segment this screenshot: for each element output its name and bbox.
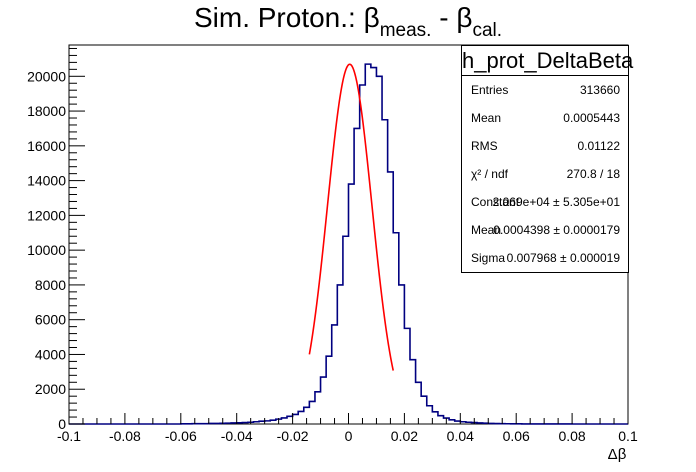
x-tick-label: 0: [345, 428, 353, 444]
x-axis-label: Δβ: [608, 446, 627, 463]
stats-value: 0.0004398 ± 0.0000179: [493, 223, 620, 237]
stats-row: Mean 0.0004398 ± 0.0000179: [462, 216, 628, 244]
stats-row: Entries 313660: [462, 76, 628, 104]
y-tick-label: 20000: [27, 68, 66, 84]
chart-title: Sim. Proton.: βmeas. - βcal.: [0, 0, 696, 44]
gauss-fit-line: [308, 63, 395, 371]
stats-row: Mean 0.0005443: [462, 104, 628, 132]
y-tick-label: 0: [58, 416, 66, 432]
title-sub-1: meas.: [379, 20, 432, 41]
y-tick-label: 2000: [35, 381, 66, 397]
stats-box: h_prot_DeltaBeta Entries 313660 Mean 0.000…: [461, 45, 633, 273]
x-tick-label: 0.02: [391, 428, 418, 444]
x-tick-label: 0.1: [618, 428, 638, 444]
stats-value: 270.8 / 18: [566, 167, 620, 181]
y-tick-label: 18000: [27, 103, 66, 119]
stats-value: 0.0005443: [563, 111, 620, 125]
y-tick-label: 12000: [27, 207, 66, 223]
y-tick-label: 8000: [35, 277, 66, 293]
x-tick-label: -0.08: [109, 428, 141, 444]
x-tick-label: -0.1: [57, 428, 81, 444]
title-text: Sim. Proton.:: [193, 2, 364, 33]
y-tick-label: 10000: [27, 242, 66, 258]
stats-value: 0.01122: [577, 139, 621, 153]
stats-key: Mean: [471, 111, 502, 125]
axes: -0.1 -0.08 -0.06 -0.04 -0.02 0 0.02 0.04 0.06 0.0…: [27, 47, 638, 444]
title-sub-2: cal.: [472, 20, 503, 41]
stats-key: Constant: [471, 195, 520, 209]
title-beta-2: β: [456, 2, 473, 33]
gauss-fit-series: [308, 63, 395, 371]
stats-key: χ² / ndf: [471, 167, 508, 181]
stats-key: Mean: [471, 223, 502, 237]
stats-value: 2.069e+04 ± 5.305e+01: [492, 195, 620, 209]
stats-row: χ² / ndf 270.8 / 18: [462, 160, 628, 188]
x-tick-label: 0.04: [447, 428, 474, 444]
title-beta-1: β: [363, 2, 380, 33]
x-tick-label: -0.02: [277, 428, 309, 444]
stats-title: h_prot_DeltaBeta: [462, 46, 633, 76]
stats-value: 313660: [579, 83, 620, 97]
x-tick-label: -0.04: [221, 428, 253, 444]
stats-key: RMS: [471, 139, 498, 153]
stats-row: Sigma 0.007968 ± 0.000019: [462, 244, 628, 272]
stats-value: 0.007968 ± 0.000019: [506, 251, 620, 265]
x-tick-label: 0.08: [558, 428, 585, 444]
stats-row: Constant 2.069e+04 ± 5.305e+01: [462, 188, 628, 216]
y-tick-label: 6000: [35, 312, 66, 328]
y-tick-label: 14000: [27, 173, 66, 189]
x-tick-label: -0.06: [165, 428, 197, 444]
title-minus: -: [431, 2, 457, 33]
stats-key: Entries: [471, 83, 509, 97]
stats-row: RMS 0.01122: [462, 132, 628, 160]
y-tick-label: 16000: [27, 138, 66, 154]
y-tick-label: 4000: [35, 346, 66, 362]
x-tick-label: 0.06: [503, 428, 530, 444]
stats-key: Sigma: [471, 251, 506, 265]
